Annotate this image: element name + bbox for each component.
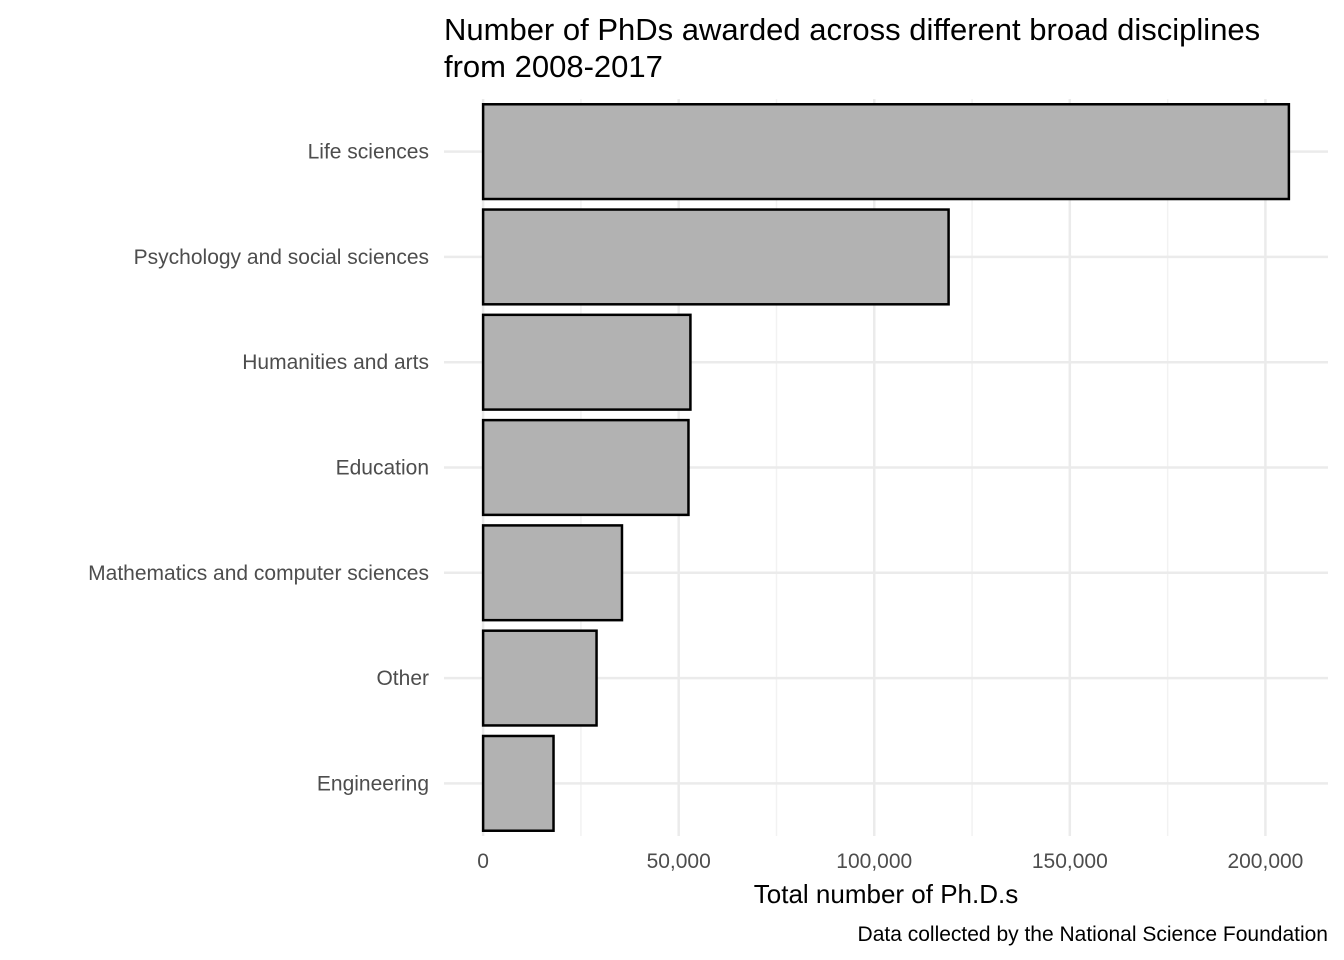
chart-title-line2: from 2008-2017 [444,49,663,84]
x-tick-label: 100,000 [836,850,912,873]
x-tick-label: 50,000 [647,850,711,873]
x-tick-label: 0 [477,850,489,873]
category-labels: Life sciences Psychology and social scien… [88,141,429,796]
bar [481,313,692,411]
bar [481,103,1291,201]
category-label: Mathematics and computer sciences [88,562,429,585]
bar [481,734,555,832]
bar [481,208,950,306]
category-label: Engineering [317,772,429,795]
bar [481,418,690,517]
category-label: Other [376,667,429,690]
chart-title: Number of PhDs awarded across different … [444,12,1260,47]
chart-caption: Data collected by the National Science F… [858,923,1328,946]
category-label: Life sciences [308,141,429,164]
bars [481,103,1291,832]
category-label: Education [336,457,429,480]
x-tick-label: 200,000 [1227,850,1303,873]
category-label: Humanities and arts [242,351,429,374]
bar [481,524,624,622]
bar [481,629,598,727]
x-tick-label: 150,000 [1032,850,1108,873]
x-tick-labels: 0 50,000 100,000 150,000 200,000 [477,850,1303,873]
x-axis-title: Total number of Ph.D.s [754,879,1018,909]
category-label: Psychology and social sciences [134,246,429,269]
